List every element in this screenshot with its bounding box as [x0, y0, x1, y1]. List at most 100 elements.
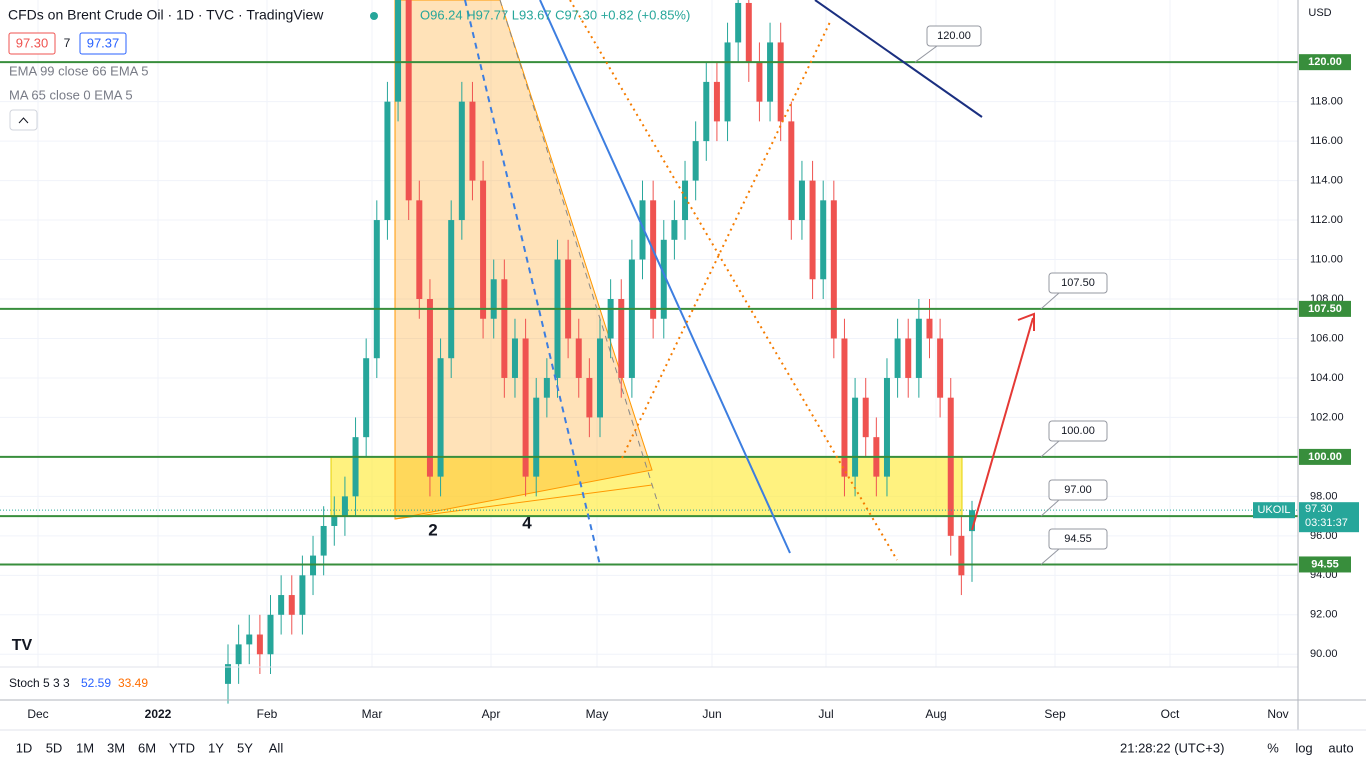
y-tick-label: 106.00: [1310, 332, 1344, 344]
x-tick-label: Feb: [257, 707, 278, 721]
candle-body: [692, 141, 699, 181]
candle-body: [533, 397, 540, 477]
candle-body: [639, 200, 646, 260]
bid-box[interactable]: [8, 32, 56, 55]
candle-body: [735, 2, 742, 43]
indicator[interactable]: MA 65 close 0 EMA 5: [9, 87, 133, 102]
candle-body: [586, 377, 593, 418]
candle-body: [660, 239, 667, 319]
range-button[interactable]: 3M: [107, 740, 125, 755]
candle-body: [267, 614, 274, 655]
candle-body: [554, 259, 561, 378]
candle-body: [235, 644, 242, 665]
stoch-k: 52.59: [81, 676, 111, 690]
ask[interactable]: 97.37: [87, 35, 120, 50]
y-tick-label: 104.00: [1310, 372, 1344, 384]
candle-body: [256, 634, 263, 655]
option-button[interactable]: log: [1295, 740, 1312, 755]
candle-body: [384, 101, 391, 221]
candle-body: [756, 62, 763, 102]
callout-pointer: [1040, 499, 1060, 517]
y-tick-label: 110.00: [1310, 253, 1343, 265]
option-button[interactable]: auto: [1328, 740, 1353, 755]
logo[interactable]: TV: [12, 637, 33, 654]
range-button[interactable]: YTD: [169, 740, 195, 755]
candle-body: [841, 338, 848, 477]
candle-body: [703, 81, 710, 142]
bid[interactable]: 97.30: [16, 35, 49, 50]
trendline: [464, 0, 601, 566]
range-button[interactable]: 1Y: [208, 740, 224, 755]
trendline: [814, 0, 983, 118]
candle-body: [809, 180, 816, 280]
candle-body: [767, 42, 774, 102]
candle-body: [565, 259, 572, 339]
candle-body: [830, 200, 837, 339]
candles: [225, 0, 975, 704]
level-tag: [1299, 556, 1351, 573]
stoch-d: 33.49: [118, 676, 148, 690]
candle-body: [788, 121, 795, 221]
option-button[interactable]: %: [1267, 740, 1279, 755]
candle-body: [320, 525, 327, 556]
arrow-head: [1017, 312, 1035, 331]
candle-body: [426, 299, 433, 477]
candle-body: [862, 397, 869, 438]
callout-pointer: [1040, 548, 1060, 565]
symbol-tag: [1253, 502, 1295, 519]
candle-body: [628, 259, 635, 378]
callout: [1048, 272, 1108, 294]
trendline: [394, 484, 653, 520]
candle-body: [650, 200, 657, 319]
candle-body: [724, 42, 731, 122]
callout-label: 97.00: [1064, 484, 1092, 496]
ohlc: O96.24 H97.77 L93.67 C97.30 +0.82 (+0.85…: [420, 7, 690, 22]
collapse-button[interactable]: [9, 109, 38, 131]
candle-body: [777, 42, 784, 122]
candle-body: [894, 338, 901, 378]
range-button[interactable]: 5D: [46, 740, 63, 755]
candle-body: [225, 664, 231, 684]
candle-body: [883, 377, 890, 477]
candle-body: [745, 2, 752, 63]
y-tick-label: 92.00: [1310, 609, 1338, 621]
x-tick-label: Nov: [1267, 707, 1288, 721]
arrow: [971, 317, 1034, 531]
range-button[interactable]: 5Y: [237, 740, 253, 755]
candle-body: [522, 338, 529, 477]
x-tick-label: May: [586, 707, 609, 721]
indicator[interactable]: EMA 99 close 66 EMA 5: [9, 63, 148, 78]
level-tag-label: 120.00: [1308, 56, 1342, 68]
x-tick-label: Oct: [1161, 707, 1180, 721]
callout: [926, 25, 982, 47]
candle-body: [299, 575, 306, 615]
level-tag-label: 94.55: [1311, 558, 1339, 570]
y-tick-label: 90.00: [1310, 648, 1338, 660]
candle-body: [288, 595, 295, 615]
time-axis: Dec 2022 Feb Mar Apr May Jun Jul Aug Sep Oct Nov: [27, 707, 1288, 721]
candle-body: [671, 220, 678, 240]
range-button[interactable]: 6M: [138, 740, 156, 755]
callout: [1048, 420, 1108, 442]
candle-body: [352, 437, 359, 497]
candle-body: [341, 496, 348, 517]
range-button[interactable]: All: [269, 740, 284, 755]
range-button[interactable]: 1M: [76, 740, 94, 755]
candle-body: [246, 634, 253, 645]
candle-body: [458, 101, 465, 221]
y-tick-label: 118.00: [1310, 96, 1343, 108]
candle-body: [543, 377, 550, 398]
candle-body: [820, 200, 827, 280]
x-tick-label: Jul: [818, 707, 833, 721]
candle-body: [469, 101, 476, 181]
candle-body: [331, 516, 338, 526]
callout-label: 120.00: [937, 30, 971, 42]
range-button[interactable]: 1D: [16, 740, 33, 755]
level-tag-label: 107.50: [1308, 303, 1342, 315]
y-tick-label: 112.00: [1310, 214, 1343, 226]
toolbar: 1D 5D 1M 3M 6M YTD 1Y 5Y All% log auto: [16, 740, 1354, 755]
candle-body: [363, 358, 370, 438]
ask-box[interactable]: [79, 32, 127, 55]
candle-body: [511, 338, 518, 378]
